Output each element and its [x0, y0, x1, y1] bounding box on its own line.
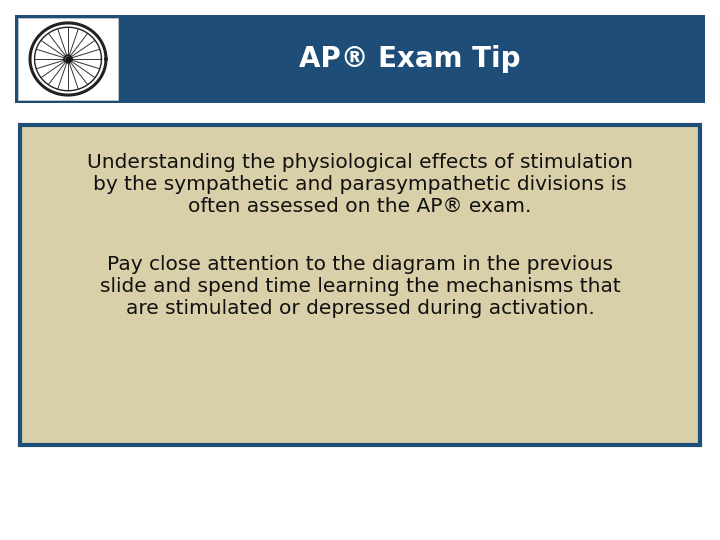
Text: slide and spend time learning the mechanisms that: slide and spend time learning the mechan… [99, 277, 621, 296]
Bar [18, 18, 118, 100]
Bar [15, 15, 705, 103]
Text: Understanding the physiological effects of stimulation: Understanding the physiological effects … [87, 153, 633, 172]
Text: are stimulated or depressed during activation.: are stimulated or depressed during activ… [125, 299, 595, 318]
Text: often assessed on the AP® exam.: often assessed on the AP® exam. [189, 197, 531, 216]
FancyBboxPatch shape [20, 125, 700, 445]
Text: AP® Exam Tip: AP® Exam Tip [300, 45, 521, 73]
Text: Pay close attention to the diagram in the previous: Pay close attention to the diagram in th… [107, 255, 613, 274]
Text: by the sympathetic and parasympathetic divisions is: by the sympathetic and parasympathetic d… [93, 175, 627, 194]
